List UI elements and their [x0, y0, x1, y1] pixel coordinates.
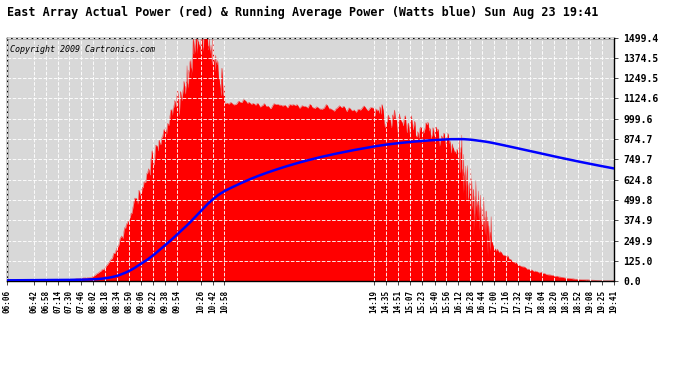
Text: East Array Actual Power (red) & Running Average Power (Watts blue) Sun Aug 23 19: East Array Actual Power (red) & Running … [7, 6, 598, 19]
Text: Copyright 2009 Cartronics.com: Copyright 2009 Cartronics.com [10, 45, 155, 54]
